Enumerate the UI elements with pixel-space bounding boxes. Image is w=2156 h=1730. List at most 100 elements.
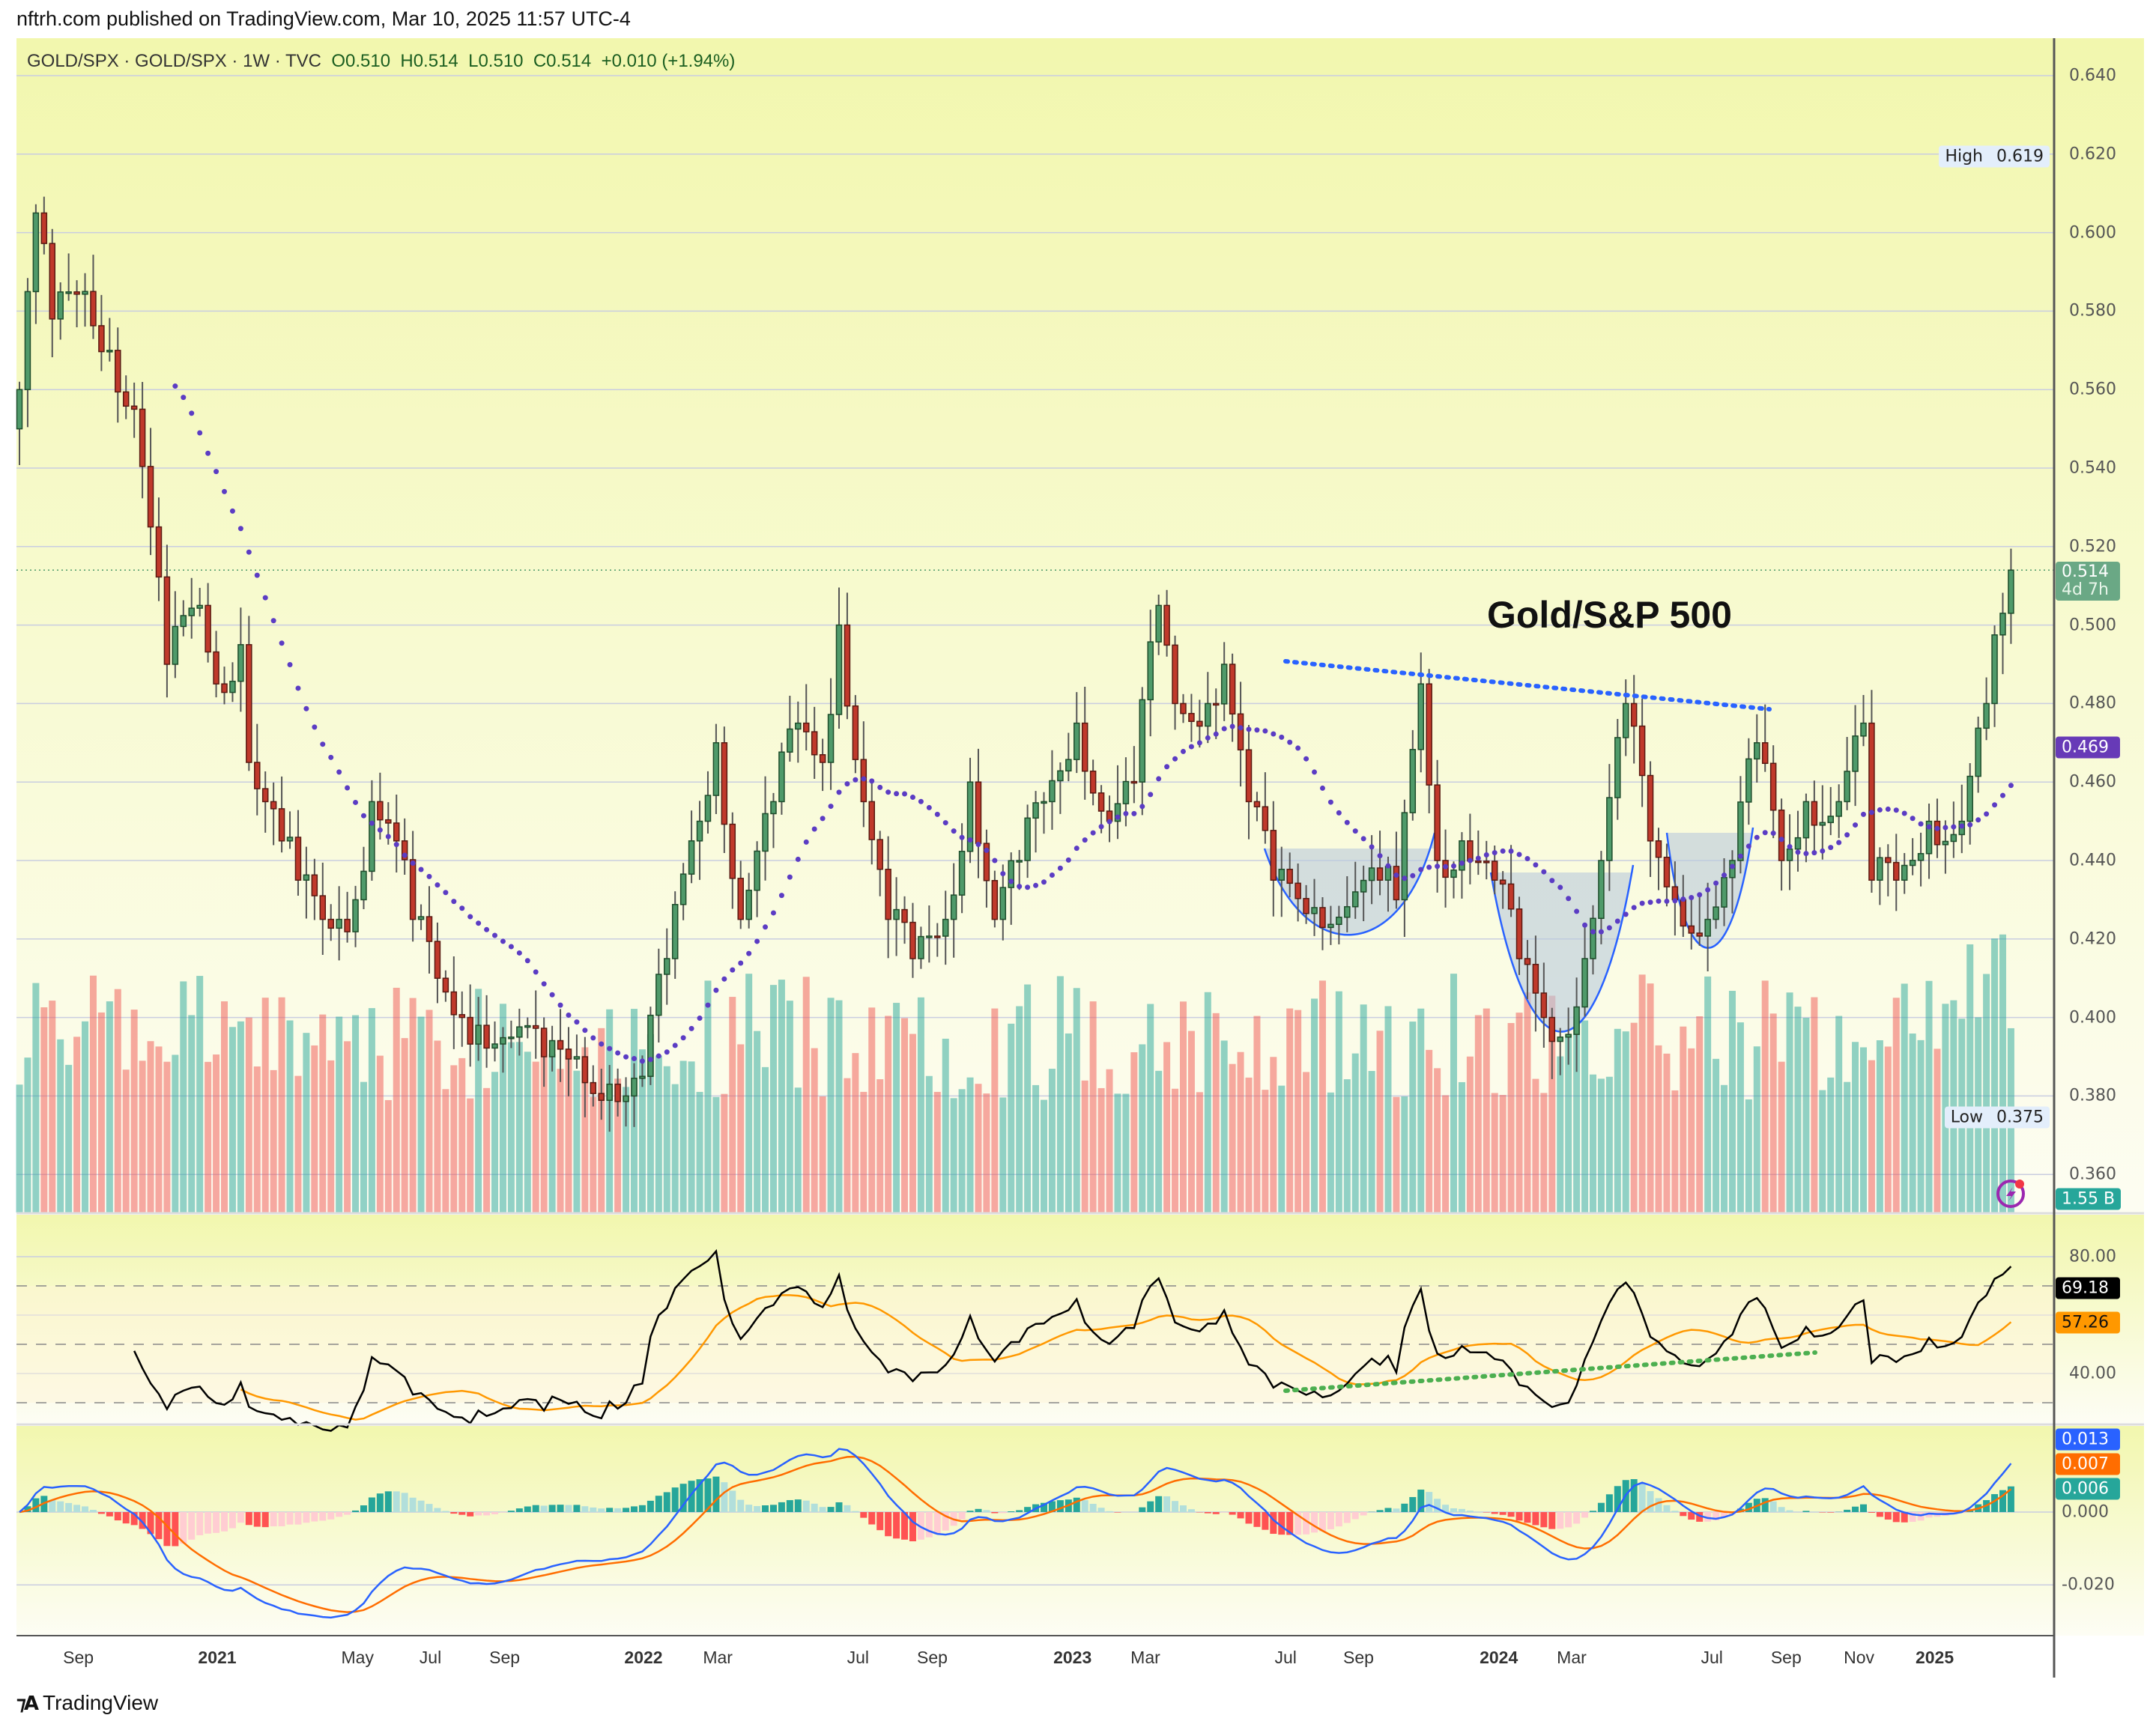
ma-dot bbox=[1910, 816, 1916, 822]
volume-bar bbox=[467, 1098, 474, 1212]
volume-bar bbox=[82, 1021, 89, 1212]
volume-bar bbox=[1351, 1053, 1359, 1212]
volume-bar bbox=[368, 1008, 375, 1212]
ma-dot bbox=[369, 820, 375, 826]
time-axis-label: Sep bbox=[917, 1648, 948, 1667]
tradingview-logo[interactable]: ⁊𝗔 TradingView bbox=[16, 1691, 158, 1715]
volume-bar bbox=[1229, 1063, 1236, 1212]
candle bbox=[147, 466, 154, 528]
candle bbox=[1761, 742, 1769, 765]
volume-bar bbox=[1532, 1078, 1539, 1212]
ma-dot bbox=[1614, 918, 1620, 924]
ma-dot bbox=[803, 839, 809, 845]
volume-bar bbox=[1147, 1004, 1154, 1212]
ma-dot bbox=[1901, 810, 1907, 816]
ma-dot bbox=[1999, 792, 2005, 798]
time-axis-label: 2021 bbox=[198, 1648, 237, 1667]
candle bbox=[450, 991, 458, 1016]
ma-dot bbox=[607, 1045, 613, 1051]
macd-histogram-bar bbox=[1999, 1490, 2006, 1512]
volume-bar bbox=[933, 1091, 941, 1212]
candle bbox=[1139, 699, 1146, 783]
volume-bar bbox=[303, 1033, 310, 1212]
candle bbox=[254, 762, 261, 789]
ma-dot bbox=[1205, 735, 1211, 741]
ma-dot bbox=[1672, 898, 1678, 904]
alert-icon[interactable] bbox=[1996, 1180, 2025, 1208]
time-axis-label: Mar bbox=[1557, 1648, 1587, 1667]
macd-histogram-bar bbox=[1311, 1512, 1318, 1533]
macd-histogram-bar bbox=[614, 1508, 622, 1512]
volume-bar bbox=[499, 1004, 506, 1212]
macd-histogram-bar bbox=[893, 1512, 900, 1539]
volume-bar bbox=[590, 1096, 597, 1212]
ma-dot bbox=[1934, 825, 1940, 831]
time-axis-label: Sep bbox=[1343, 1648, 1374, 1667]
ma-dot bbox=[861, 776, 867, 782]
ma-dot bbox=[853, 777, 859, 783]
time-axis-label: 2022 bbox=[624, 1648, 663, 1667]
ma-dot bbox=[1770, 831, 1776, 837]
volume-bar bbox=[1458, 1081, 1465, 1212]
ma-dot bbox=[1123, 810, 1129, 816]
macd-histogram-bar bbox=[65, 1502, 73, 1512]
volume-bar bbox=[278, 997, 285, 1212]
macd-histogram-bar bbox=[1860, 1504, 1867, 1512]
volume-bar bbox=[925, 1075, 933, 1212]
candle bbox=[1245, 749, 1253, 803]
price-axis-label: 0.580 bbox=[2069, 301, 2116, 321]
cup-shading bbox=[1491, 865, 1633, 1032]
ma-dot bbox=[811, 826, 817, 832]
ma-dot bbox=[393, 842, 399, 848]
ma-dot bbox=[172, 383, 178, 389]
low-value: 0.375 bbox=[1996, 1108, 2044, 1127]
candle bbox=[1130, 780, 1138, 784]
ma-dot bbox=[1483, 852, 1489, 858]
ma-dot bbox=[1729, 864, 1735, 869]
candle bbox=[631, 1078, 638, 1097]
volume-bar bbox=[1401, 1096, 1408, 1212]
macd-histogram-bar bbox=[294, 1512, 302, 1525]
volume-bar bbox=[1270, 1057, 1277, 1212]
macd-histogram-bar bbox=[483, 1512, 491, 1516]
volume-bar bbox=[827, 998, 835, 1212]
macd-histogram-bar bbox=[1286, 1512, 1294, 1535]
ma-dot bbox=[909, 795, 915, 801]
ma-dot bbox=[1229, 723, 1235, 729]
volume-bar bbox=[1130, 1052, 1138, 1212]
candle bbox=[1655, 840, 1662, 858]
candle bbox=[213, 651, 219, 685]
volume-bar bbox=[1622, 1031, 1629, 1212]
macd-histogram-bar bbox=[868, 1512, 876, 1525]
volume-bar bbox=[786, 1001, 793, 1212]
macd-histogram-bar bbox=[704, 1478, 712, 1512]
ma-dot bbox=[1426, 864, 1432, 870]
candle bbox=[901, 908, 908, 923]
candle bbox=[1573, 1006, 1580, 1035]
volume-bar bbox=[1155, 1070, 1163, 1212]
candle bbox=[483, 1025, 490, 1049]
volume-bar bbox=[1802, 1018, 1810, 1212]
candle bbox=[2008, 569, 2014, 614]
macd-histogram-bar bbox=[1172, 1501, 1179, 1512]
volume-bar bbox=[1761, 980, 1769, 1212]
symbol-legend[interactable]: GOLD/SPX · GOLD/SPX · 1W · TVC O0.510 H0… bbox=[27, 51, 735, 72]
price-axis-label: 0.620 bbox=[2069, 145, 2116, 164]
volume-bar bbox=[1745, 1099, 1752, 1212]
ma-dot bbox=[2008, 783, 2014, 789]
candle bbox=[778, 751, 785, 803]
volume-bar bbox=[311, 1045, 318, 1212]
candle bbox=[122, 391, 130, 407]
candle bbox=[467, 1016, 473, 1045]
macd-histogram-bar bbox=[2007, 1486, 2014, 1512]
macd-histogram-bar bbox=[532, 1505, 539, 1512]
macd-histogram-bar bbox=[1220, 1512, 1228, 1513]
macd-histogram-bar bbox=[32, 1498, 40, 1512]
candle bbox=[1671, 886, 1679, 901]
volume-bar bbox=[598, 1028, 605, 1212]
candle bbox=[1548, 1016, 1556, 1042]
volume-bar bbox=[1769, 1013, 1777, 1212]
volume-bar bbox=[1196, 1092, 1203, 1212]
macd-histogram-bar bbox=[958, 1512, 966, 1520]
